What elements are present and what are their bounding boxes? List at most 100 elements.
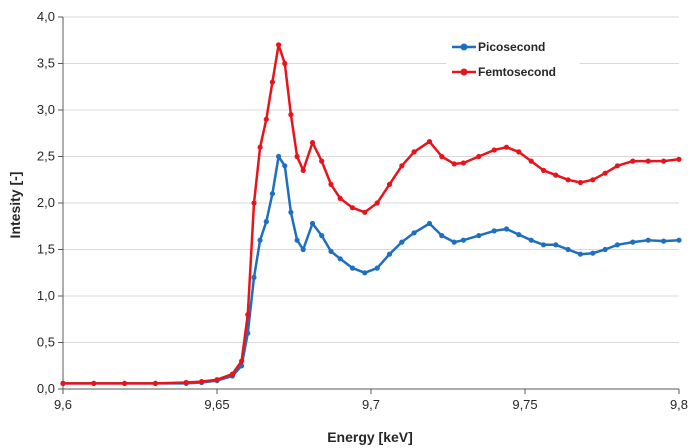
data-point <box>614 163 621 169</box>
data-point <box>516 149 522 155</box>
data-point <box>282 163 288 169</box>
x-tick-label: 9,65 <box>204 397 229 412</box>
y-tick-label: 0,5 <box>37 335 55 350</box>
data-point <box>528 158 534 164</box>
data-point <box>300 167 306 173</box>
y-tick-label: 3,5 <box>37 56 55 71</box>
data-point <box>294 237 300 243</box>
data-point <box>602 170 608 176</box>
axes <box>58 16 680 394</box>
legend-femtosecond-marker <box>460 68 468 76</box>
y-tick-label: 2,5 <box>37 149 55 164</box>
data-point <box>540 167 547 173</box>
data-point <box>645 237 651 243</box>
data-point <box>183 379 189 386</box>
data-point <box>411 149 417 155</box>
data-point <box>328 181 334 187</box>
data-point <box>630 158 636 164</box>
data-point <box>661 158 667 164</box>
series-picosecond <box>60 153 682 386</box>
y-axis-title: Intesity [-] <box>7 172 23 239</box>
data-point <box>337 256 343 262</box>
data-point <box>319 158 325 164</box>
grid-lines <box>63 16 679 343</box>
data-point <box>362 209 368 215</box>
series-femtosecond <box>60 42 682 386</box>
data-point <box>288 209 294 215</box>
data-point <box>476 153 482 160</box>
data-point <box>386 181 393 187</box>
data-point <box>337 195 343 201</box>
data-point <box>553 172 559 178</box>
data-point <box>257 237 263 243</box>
data-point <box>491 228 497 234</box>
y-tick-label: 4,0 <box>37 9 55 24</box>
data-point <box>276 42 282 48</box>
legend: Picosecond Femtosecond <box>446 33 580 87</box>
x-tick-label: 9,7 <box>362 397 380 412</box>
data-point <box>439 233 445 239</box>
data-point <box>288 112 294 118</box>
data-point <box>460 237 466 243</box>
data-point <box>239 358 245 364</box>
data-point <box>426 220 433 227</box>
data-point <box>602 246 608 253</box>
legend-picosecond-marker <box>460 43 468 51</box>
data-point <box>661 238 667 244</box>
data-point <box>122 380 128 386</box>
data-point <box>491 147 497 153</box>
data-point <box>476 233 482 239</box>
series-line <box>63 155 680 385</box>
data-point <box>374 265 380 271</box>
data-point <box>426 139 433 145</box>
data-point <box>374 200 380 206</box>
tick-labels: 0,0 0,5 1,0 1,5 2,0 2,5 3,0 3,5 4,0 9,6 9,65 9,7 9,7… <box>37 9 688 412</box>
data-point <box>577 179 584 186</box>
data-point <box>645 158 651 164</box>
y-tick-label: 3,0 <box>37 102 55 117</box>
data-point <box>451 239 457 245</box>
data-point <box>300 246 306 253</box>
legend-femtosecond-label: Femtosecond <box>478 65 556 79</box>
data-point <box>251 274 257 280</box>
y-tick-label: 2,0 <box>37 195 55 210</box>
data-point <box>328 248 334 254</box>
data-point <box>540 242 547 248</box>
data-point <box>349 205 356 211</box>
data-point <box>152 380 158 386</box>
data-point <box>263 219 269 225</box>
data-point <box>630 239 636 245</box>
data-point <box>516 232 522 238</box>
data-point <box>439 153 445 160</box>
series-group <box>60 42 682 386</box>
data-point <box>528 237 534 243</box>
x-tick-label: 9,75 <box>512 397 537 412</box>
x-axis-title: Energy [keV] <box>327 429 413 445</box>
data-point <box>460 160 466 166</box>
data-point <box>614 242 621 248</box>
data-point <box>503 144 510 150</box>
data-point <box>269 79 275 85</box>
data-point <box>676 237 682 243</box>
data-point <box>399 239 405 245</box>
data-point <box>565 246 571 253</box>
legend-box <box>446 33 580 87</box>
data-point <box>229 371 235 377</box>
data-point <box>319 233 325 239</box>
data-point <box>451 161 457 167</box>
data-point <box>263 116 269 122</box>
data-point <box>565 177 571 183</box>
x-tick-label: 9,6 <box>54 397 72 412</box>
data-point <box>294 153 300 160</box>
data-point <box>91 380 97 386</box>
data-point <box>251 200 257 206</box>
data-point <box>411 230 417 236</box>
data-point <box>590 177 596 183</box>
x-tick-label: 9,8 <box>670 397 688 412</box>
data-point <box>553 242 559 248</box>
data-point <box>269 191 275 197</box>
y-tick-label: 1,0 <box>37 288 55 303</box>
y-tick-label: 1,5 <box>37 242 55 257</box>
data-point <box>276 153 282 160</box>
